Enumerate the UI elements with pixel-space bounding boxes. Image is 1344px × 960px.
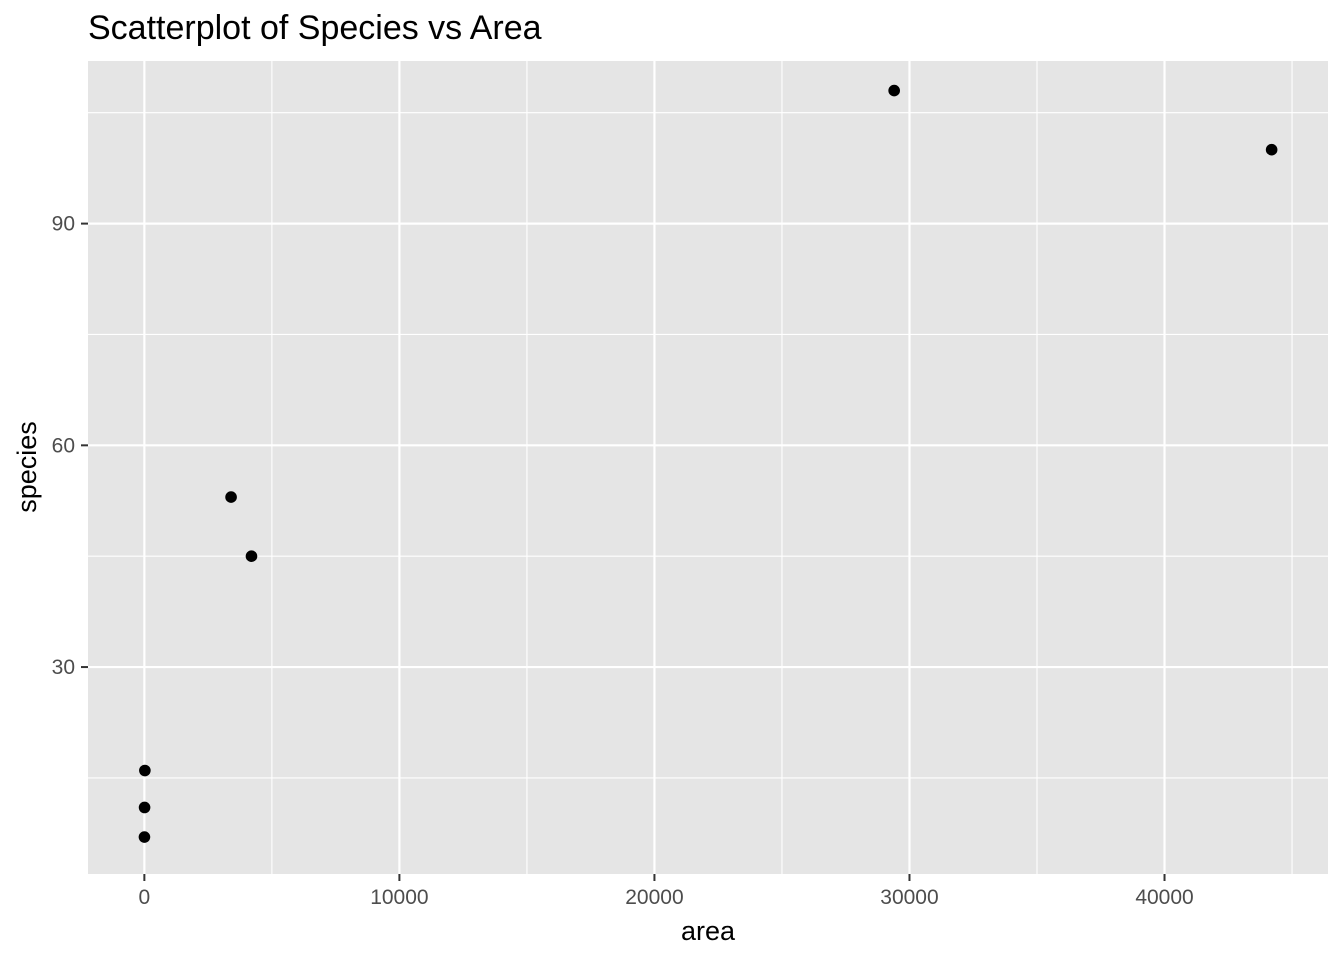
- data-point: [138, 831, 151, 843]
- plot-panel: [88, 61, 1328, 874]
- x-axis: 0 10000 20000 30000 40000: [139, 874, 1194, 909]
- x-axis-title: area: [681, 916, 736, 946]
- y-tick-label: 30: [52, 656, 75, 679]
- x-tick-label: 30000: [880, 886, 938, 909]
- y-axis: 30 60 90: [52, 213, 88, 679]
- y-axis-title: species: [12, 421, 42, 513]
- major-grid: [88, 61, 1328, 874]
- x-tick-label: 40000: [1135, 886, 1193, 909]
- data-point: [139, 764, 151, 777]
- x-tick-label: 20000: [625, 886, 683, 909]
- y-tick-label: 90: [52, 213, 75, 236]
- data-points: [138, 84, 1278, 843]
- data-point: [1265, 143, 1278, 156]
- x-tick-label: 10000: [370, 886, 428, 909]
- x-tick-label: 0: [139, 886, 151, 909]
- data-point: [225, 491, 237, 503]
- data-point: [888, 84, 900, 97]
- data-point: [245, 550, 258, 562]
- data-point: [138, 801, 151, 814]
- y-tick-label: 60: [52, 434, 75, 457]
- chart-title: Scatterplot of Species vs Area: [88, 9, 542, 47]
- minor-grid: [88, 61, 1328, 874]
